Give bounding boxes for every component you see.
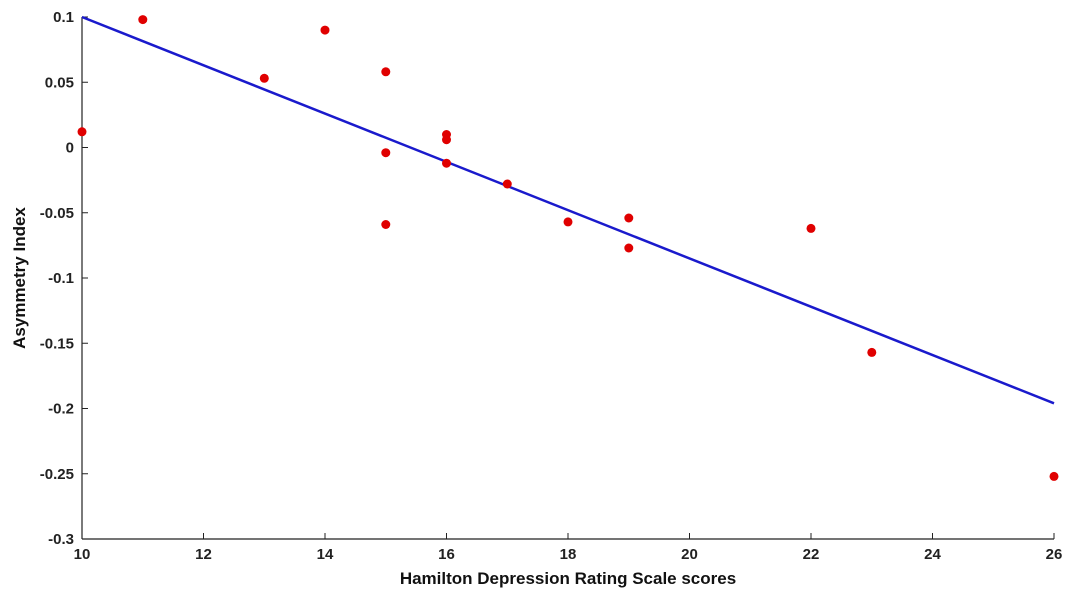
scatter-point (563, 217, 573, 227)
scatter-point (138, 15, 148, 25)
scatter-point (624, 243, 634, 253)
x-tick-label: 18 (560, 546, 577, 563)
y-tick-label: -0.3 (48, 531, 74, 548)
fit-layer (81, 15, 1055, 405)
points-layer (77, 15, 1059, 481)
x-tick-label: 20 (681, 546, 698, 563)
y-tick-label: -0.25 (40, 466, 74, 483)
y-tick-label: -0.15 (40, 335, 74, 352)
y-tick-label: -0.2 (48, 401, 74, 418)
scatter-point (77, 127, 87, 137)
y-tick-label: 0 (66, 140, 74, 157)
scatter-point (259, 73, 269, 83)
y-tick-label: -0.1 (48, 270, 74, 287)
x-tick-label: 16 (438, 546, 455, 563)
ticks: 10 12 14 16 18 20 22 24 26 0.1 0.05 0 -0.05 -0.1 -0.15… (40, 9, 1063, 563)
scatter-point (442, 158, 451, 168)
scatter-point (806, 223, 816, 233)
scatter-point (381, 148, 391, 158)
x-tick-label: 12 (195, 546, 212, 563)
scatter-point (381, 67, 391, 77)
x-tick-label: 14 (317, 546, 334, 563)
scatter-point (381, 220, 391, 229)
y-tick-label: -0.05 (40, 205, 74, 222)
y-tick-label: 0.05 (45, 74, 74, 91)
scatter-point (867, 347, 877, 357)
x-tick-label: 22 (803, 546, 820, 563)
axes (81, 17, 1054, 540)
scatter-point (1049, 471, 1059, 481)
x-axis-label: Hamilton Depression Rating Scale scores (400, 569, 736, 588)
scatter-point (442, 135, 451, 145)
scatter-point (502, 179, 512, 189)
scatter-point (624, 213, 634, 223)
regression-line (81, 15, 1055, 405)
x-tick-label: 26 (1046, 546, 1063, 563)
y-tick-label: 0.1 (53, 9, 74, 26)
x-tick-label: 10 (74, 546, 91, 563)
scatter-point (320, 25, 330, 35)
y-axis-label: Asymmetry Index (10, 207, 29, 349)
x-tick-label: 24 (924, 546, 941, 563)
